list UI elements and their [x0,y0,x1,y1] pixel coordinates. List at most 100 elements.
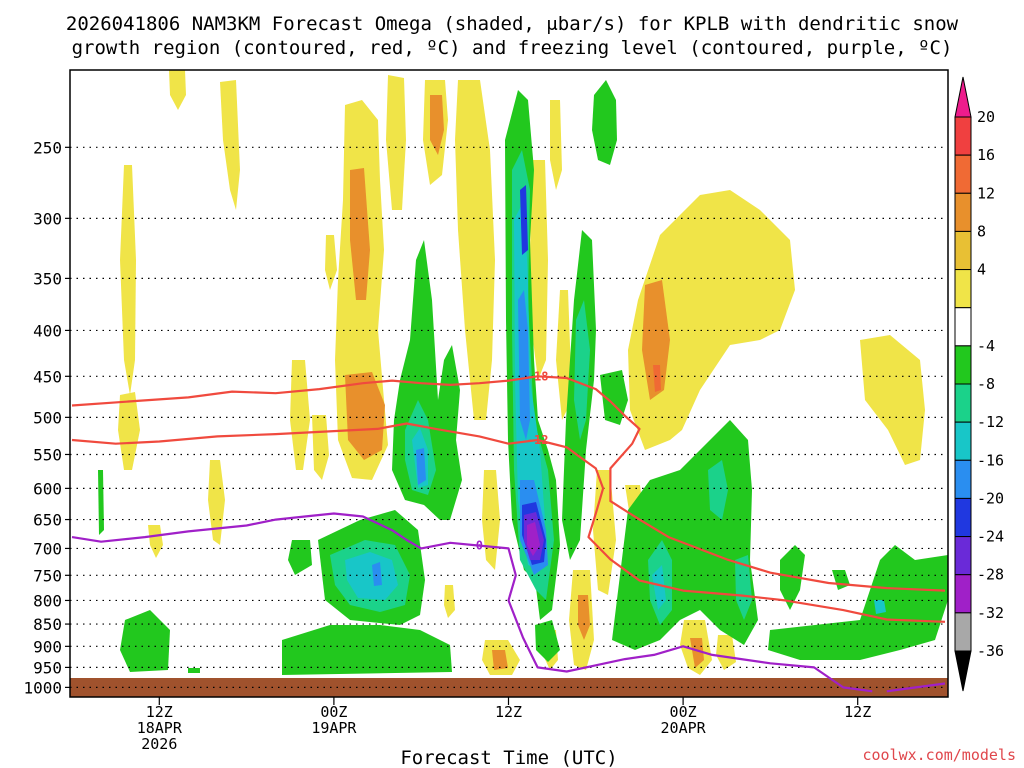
colorbar-bottom-arrow [954,650,972,692]
x-tick-label-0-1: 18APR [137,719,183,737]
omega-region [708,460,728,520]
omega-region [578,595,590,640]
ground-surface [70,678,948,697]
y-tick-label-700: 700 [33,539,62,558]
colorbar-label-0: 20 [977,108,995,126]
omega-region [492,650,508,670]
plot-frame [69,69,949,698]
y-tick-label-250: 250 [33,138,62,157]
colorbar-bin-4 [954,230,972,271]
y-tick-label-400: 400 [33,321,62,340]
contour-line-1 [71,422,946,623]
contour-label-1: -12 [527,433,549,447]
y-tick-label-750: 750 [33,566,62,585]
x-tick-label-1-1: 19APR [311,719,357,737]
colorbar-label-13: -36 [977,642,1004,660]
omega-region [188,668,200,673]
colorbar-bin-11 [954,497,972,538]
omega-region [148,525,163,558]
x-tick-label-2-0: 12Z [495,703,522,721]
colorbar-label-6: -8 [977,375,995,393]
colorbar-label-7: -12 [977,413,1004,431]
colorbar: 20 16 12 8 4 -4 -8 -12 -16 -20 -24 -28 -32 -36 [954,76,1004,692]
omega-region [118,392,140,470]
omega-region [735,555,752,620]
chart-title-line-1: 2026041806 NAM3KM Forecast Omega (shaded… [66,13,959,35]
colorbar-bin-12 [954,536,972,576]
y-tick-label-500: 500 [33,408,62,427]
omega-shading [70,70,948,697]
omega-region [482,470,500,570]
y-tick-label-600: 600 [33,479,62,498]
omega-region [98,470,104,535]
colorbar-bin-3 [954,192,972,232]
omega-region [208,460,225,545]
omega-region [628,190,795,450]
y-tick-label-300: 300 [33,209,62,228]
colorbar-bin-10 [954,459,972,499]
chart-title-line-2: growth region (contoured, red, ºC) and f… [72,37,953,59]
omega-region [716,635,736,670]
omega-region [169,70,186,110]
omega-region [592,80,617,165]
contour-line-3 [886,682,946,693]
colorbar-label-5: -4 [977,337,995,355]
contour-line-2 [71,512,873,693]
y-tick-label-350: 350 [33,269,62,288]
colorbar-bin-13 [954,574,972,614]
colorbar-bin-9 [954,421,972,461]
colorbar-bin-1 [954,116,972,156]
x-tick-label-3-0: 00Z [670,703,697,721]
omega-region [288,540,312,575]
omega-region [642,280,670,400]
x-tick-label-0-2: 2026 [141,735,177,753]
omega-region [520,185,528,255]
omega-region [530,160,548,380]
y-tick-label-950: 950 [33,658,62,677]
y-tick-label-850: 850 [33,615,62,634]
x-tick-label-1-0: 00Z [320,703,347,721]
colorbar-bin-2 [954,154,972,194]
omega-region [860,335,925,465]
colorbar-bin-6 [954,307,972,347]
omega-region [345,552,398,600]
contour-label-2: 0 [476,539,483,553]
omega-region [416,448,426,485]
omega-region [574,300,590,440]
colorbar-label-8: -16 [977,451,1004,469]
x-axis-label: Forecast Time (UTC) [400,747,617,768]
omega-region [430,95,444,155]
omega-region [120,610,170,672]
omega-region [527,522,540,556]
omega-region [768,545,948,660]
omega-region [350,168,370,300]
colorbar-label-11: -28 [977,566,1004,584]
colorbar-bin-8 [954,383,972,423]
omega-region [372,562,382,586]
x-tick-label-3-1: 20APR [661,719,707,737]
y-tick-label-800: 800 [33,591,62,610]
contour-line-0 [71,375,946,592]
omega-region [550,100,562,190]
omega-region [444,585,455,618]
y-tick-label-550: 550 [33,445,62,464]
y-tick-label-1000: 1000 [23,678,62,697]
colorbar-label-10: -24 [977,528,1004,546]
colorbar-bin-14 [954,612,972,652]
omega-region [518,290,530,440]
pressure-gridlines [65,146,948,688]
omega-region [690,638,704,668]
x-tick-label-4-0: 12Z [844,703,871,721]
y-tick-label-450: 450 [33,367,62,386]
omega-region [455,80,495,420]
colorbar-label-9: -20 [977,489,1004,507]
omega-region [514,200,545,570]
colorbar-label-12: -32 [977,604,1004,622]
colorbar-bin-5 [954,269,972,309]
omega-region [386,75,406,210]
colorbar-bin-7 [954,345,972,385]
omega-region [345,372,385,460]
omega-region [290,360,310,470]
